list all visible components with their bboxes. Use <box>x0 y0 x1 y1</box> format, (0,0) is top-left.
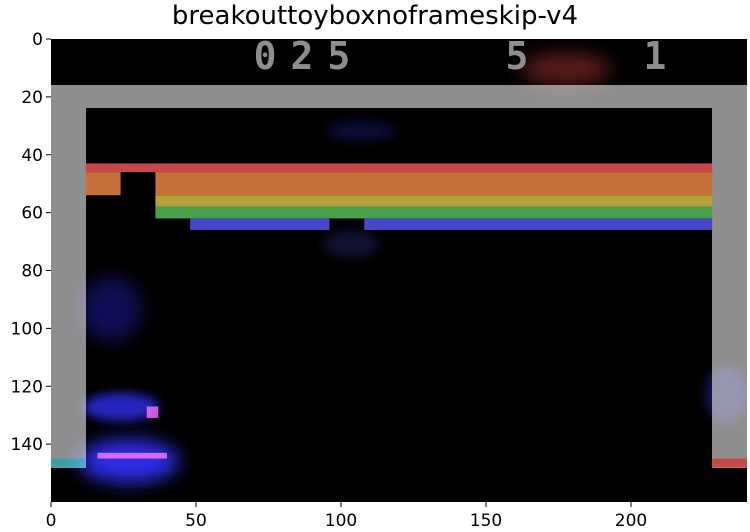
saliency-overlay <box>79 53 748 483</box>
y-tick-label: 100 <box>11 319 43 339</box>
x-tick-label: 50 <box>185 511 207 531</box>
y-tick-label: 140 <box>11 435 43 455</box>
y-axis: 0 20 40 60 80 100 120 140 <box>11 30 51 455</box>
y-tick-label: 0 <box>32 30 43 50</box>
x-tick-label: 200 <box>615 511 647 531</box>
saliency-blob-right <box>704 366 748 422</box>
y-tick-label: 20 <box>21 88 43 108</box>
frame-background <box>51 39 747 502</box>
x-axis: 0 50 100 150 200 <box>46 502 647 531</box>
brick-field <box>85 163 713 230</box>
y-tick-label: 120 <box>11 377 43 397</box>
brick-row-2 <box>85 172 121 196</box>
x-tick-label: 0 <box>46 511 57 531</box>
saliency-blob-score <box>521 53 611 85</box>
brick-row-4 <box>155 206 713 219</box>
saliency-blob-paddle <box>79 439 179 483</box>
brick-row-2 <box>155 172 713 196</box>
saliency-blob-upper <box>326 121 396 141</box>
wall-markers <box>51 458 747 468</box>
left-wall <box>51 85 86 468</box>
brick-row-3 <box>155 195 713 207</box>
brick-row-5 <box>190 218 330 230</box>
hud-player: 1 <box>644 34 667 78</box>
top-wall <box>51 85 747 108</box>
y-tick-label: 40 <box>21 146 43 166</box>
hud-lives: 5 <box>506 34 529 78</box>
saliency-blob-ball <box>83 393 159 421</box>
x-tick-label: 100 <box>325 511 357 531</box>
wall-marker-1 <box>51 458 86 468</box>
x-tick-label: 150 <box>470 511 502 531</box>
y-tick-label: 80 <box>21 262 43 282</box>
plot-title: breakouttoyboxnoframeskip-v4 <box>171 1 579 31</box>
brick-row-1 <box>85 163 713 173</box>
hud: 025 5 1 <box>254 34 667 78</box>
saliency-blob-bricks <box>323 230 379 258</box>
brick-row-5 <box>364 218 713 230</box>
y-tick-label: 60 <box>21 204 43 224</box>
saliency-blob-left <box>81 277 141 341</box>
hud-score: 025 <box>254 34 365 78</box>
wall-marker-2 <box>712 458 747 468</box>
